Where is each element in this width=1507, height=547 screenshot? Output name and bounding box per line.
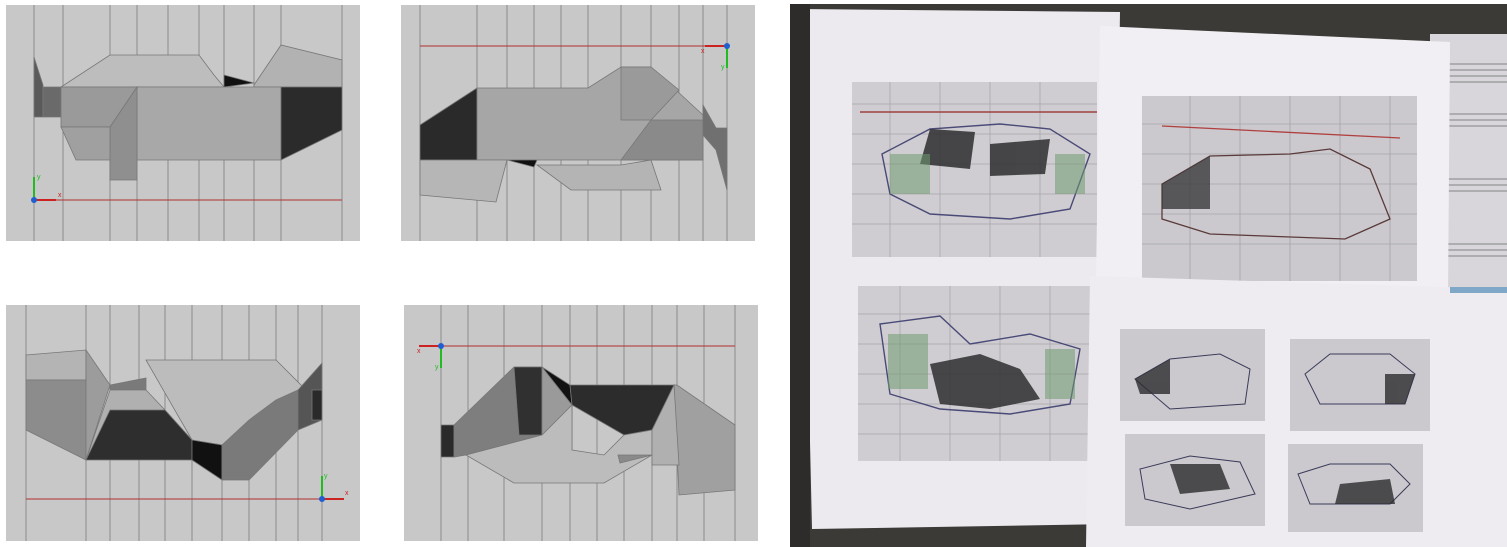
axis-x-label: x <box>345 490 349 497</box>
axis-x-label: x <box>417 348 421 355</box>
viewport-bottom-right[interactable]: x y <box>404 305 758 541</box>
axis-gizmo: x y <box>31 174 62 203</box>
model-faces <box>25 348 323 481</box>
viewport-top-right[interactable]: x y <box>401 5 755 241</box>
model-faces <box>33 44 343 181</box>
axis-gizmo: x y <box>701 43 730 71</box>
photo-printed-sheets <box>790 4 1507 547</box>
model-render-top-right: x y <box>419 5 730 241</box>
axis-y-label: y <box>37 174 41 181</box>
model-faces <box>419 66 728 203</box>
axis-gizmo: x y <box>417 343 444 371</box>
viewport-bottom-left[interactable]: x y <box>6 305 360 541</box>
photo-illustration <box>790 4 1507 547</box>
axis-gizmo: x y <box>319 473 349 502</box>
axis-y-label: y <box>721 64 725 71</box>
axis-y-label: y <box>435 364 439 371</box>
axis-x-label: x <box>58 192 62 199</box>
model-render-bottom-left: x y <box>25 305 349 541</box>
model-faces <box>440 365 736 496</box>
axis-y-label: y <box>324 473 328 480</box>
model-render-top-left: x y <box>31 5 343 241</box>
model-render-bottom-right: x y <box>417 305 736 541</box>
axis-x-label: x <box>701 48 705 55</box>
viewport-top-left[interactable]: x y <box>6 5 360 241</box>
